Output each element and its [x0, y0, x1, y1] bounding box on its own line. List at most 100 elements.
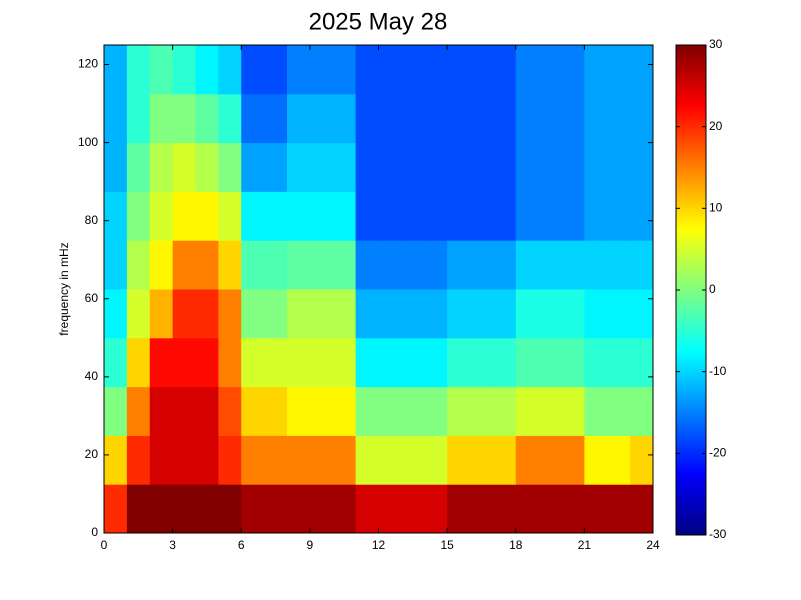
heatmap-cell: [470, 191, 494, 241]
heatmap-cell: [126, 386, 151, 436]
heatmap-cell: [630, 45, 654, 95]
heatmap-cell: [470, 45, 494, 95]
heatmap-cell: [401, 484, 425, 534]
heatmap-cell: [447, 435, 471, 485]
heatmap-cell: [332, 337, 357, 388]
heatmap-cell: [355, 289, 379, 339]
heatmap-cell: [287, 337, 311, 388]
heatmap-cell: [538, 386, 562, 436]
heatmap-cell: [195, 386, 219, 436]
heatmap-cell: [149, 93, 174, 144]
heatmap-cell: [401, 93, 425, 144]
heatmap-cell: [607, 45, 631, 95]
heatmap-cell: [332, 93, 357, 144]
colorbar-tick-label: -10: [709, 364, 727, 378]
heatmap-cell: [309, 191, 334, 241]
heatmap-cell: [264, 142, 288, 192]
heatmap-cell: [355, 386, 379, 436]
heatmap-cell: [378, 386, 402, 436]
heatmap-cell: [584, 386, 608, 436]
heatmap-cell: [287, 386, 311, 436]
heatmap-cell: [401, 337, 425, 388]
heatmap-cell: [561, 484, 585, 534]
heatmap-cell: [401, 386, 425, 436]
heatmap-cell: [584, 435, 608, 485]
heatmap-cell: [287, 435, 311, 485]
heatmap-cell: [424, 240, 448, 290]
heatmap-cell: [332, 289, 357, 339]
heatmap-cell: [264, 337, 288, 388]
colorbar: [675, 44, 707, 536]
heatmap-cell: [470, 435, 494, 485]
y-tick-label: 40: [85, 369, 99, 383]
heatmap-cell: [492, 45, 517, 95]
heatmap-cell: [607, 289, 631, 339]
heatmap-cell: [218, 289, 242, 339]
heatmap-cell: [195, 45, 219, 95]
heatmap-cell: [241, 289, 265, 339]
colorbar-tick-label: 0: [709, 282, 716, 296]
heatmap-cell: [630, 240, 654, 290]
heatmap-cell: [126, 93, 151, 144]
heatmap-cell: [287, 289, 311, 339]
heatmap-cell: [538, 191, 562, 241]
heatmap-cell: [172, 45, 196, 95]
heatmap-cell: [218, 484, 242, 534]
heatmap-cell: [607, 240, 631, 290]
heatmap-cell: [104, 289, 128, 339]
heatmap-cell: [195, 484, 219, 534]
x-tick-label: 24: [646, 538, 660, 552]
heatmap-cell: [309, 45, 334, 95]
heatmap-cell: [241, 386, 265, 436]
heatmap-cell: [470, 484, 494, 534]
heatmap-cell: [378, 93, 402, 144]
heatmap-cell: [172, 289, 196, 339]
heatmap-cell: [309, 240, 334, 290]
heatmap-cell: [515, 337, 540, 388]
heatmap-cell: [584, 191, 608, 241]
heatmap-cell: [492, 240, 517, 290]
x-tick-label: 18: [509, 538, 523, 552]
x-tick-label: 0: [101, 538, 108, 552]
heatmap-cell: [126, 289, 151, 339]
heatmap-cell: [309, 142, 334, 192]
heatmap-cell: [241, 337, 265, 388]
heatmap-cell: [287, 45, 311, 95]
heatmap-cell: [630, 93, 654, 144]
heatmap-cell: [538, 484, 562, 534]
heatmap-cell: [149, 240, 174, 290]
heatmap-cell: [126, 337, 151, 388]
heatmap-cell: [172, 142, 196, 192]
heatmap-cell: [538, 289, 562, 339]
heatmap-cell: [447, 484, 471, 534]
heatmap-cell: [355, 93, 379, 144]
heatmap-cell: [447, 93, 471, 144]
heatmap-cell: [195, 240, 219, 290]
heatmap-cell: [424, 337, 448, 388]
heatmap-cell: [515, 93, 540, 144]
y-tick-label: 80: [85, 213, 99, 227]
colorbar-tick-label: 30: [709, 37, 723, 51]
heatmap-cell: [378, 435, 402, 485]
heatmap-cell: [195, 93, 219, 144]
heatmap-cell: [172, 93, 196, 144]
heatmap-cell: [332, 142, 357, 192]
heatmap-cell: [447, 142, 471, 192]
heatmap-cell: [355, 484, 379, 534]
heatmap-cell: [172, 191, 196, 241]
colorbar-tick-label: 20: [709, 119, 723, 133]
heatmap-cell: [264, 435, 288, 485]
colorbar-tick-label: -20: [709, 446, 727, 460]
heatmap-cell: [538, 240, 562, 290]
heatmap-cell: [149, 435, 174, 485]
heatmap-cell: [470, 337, 494, 388]
heatmap-cell: [241, 240, 265, 290]
heatmap-cell: [424, 386, 448, 436]
heatmap-cell: [218, 142, 242, 192]
heatmap-cell: [241, 45, 265, 95]
heatmap-cell: [195, 191, 219, 241]
heatmap-cell: [470, 289, 494, 339]
heatmap-cell: [332, 484, 357, 534]
heatmap-cell: [149, 289, 174, 339]
heatmap-cell: [287, 93, 311, 144]
